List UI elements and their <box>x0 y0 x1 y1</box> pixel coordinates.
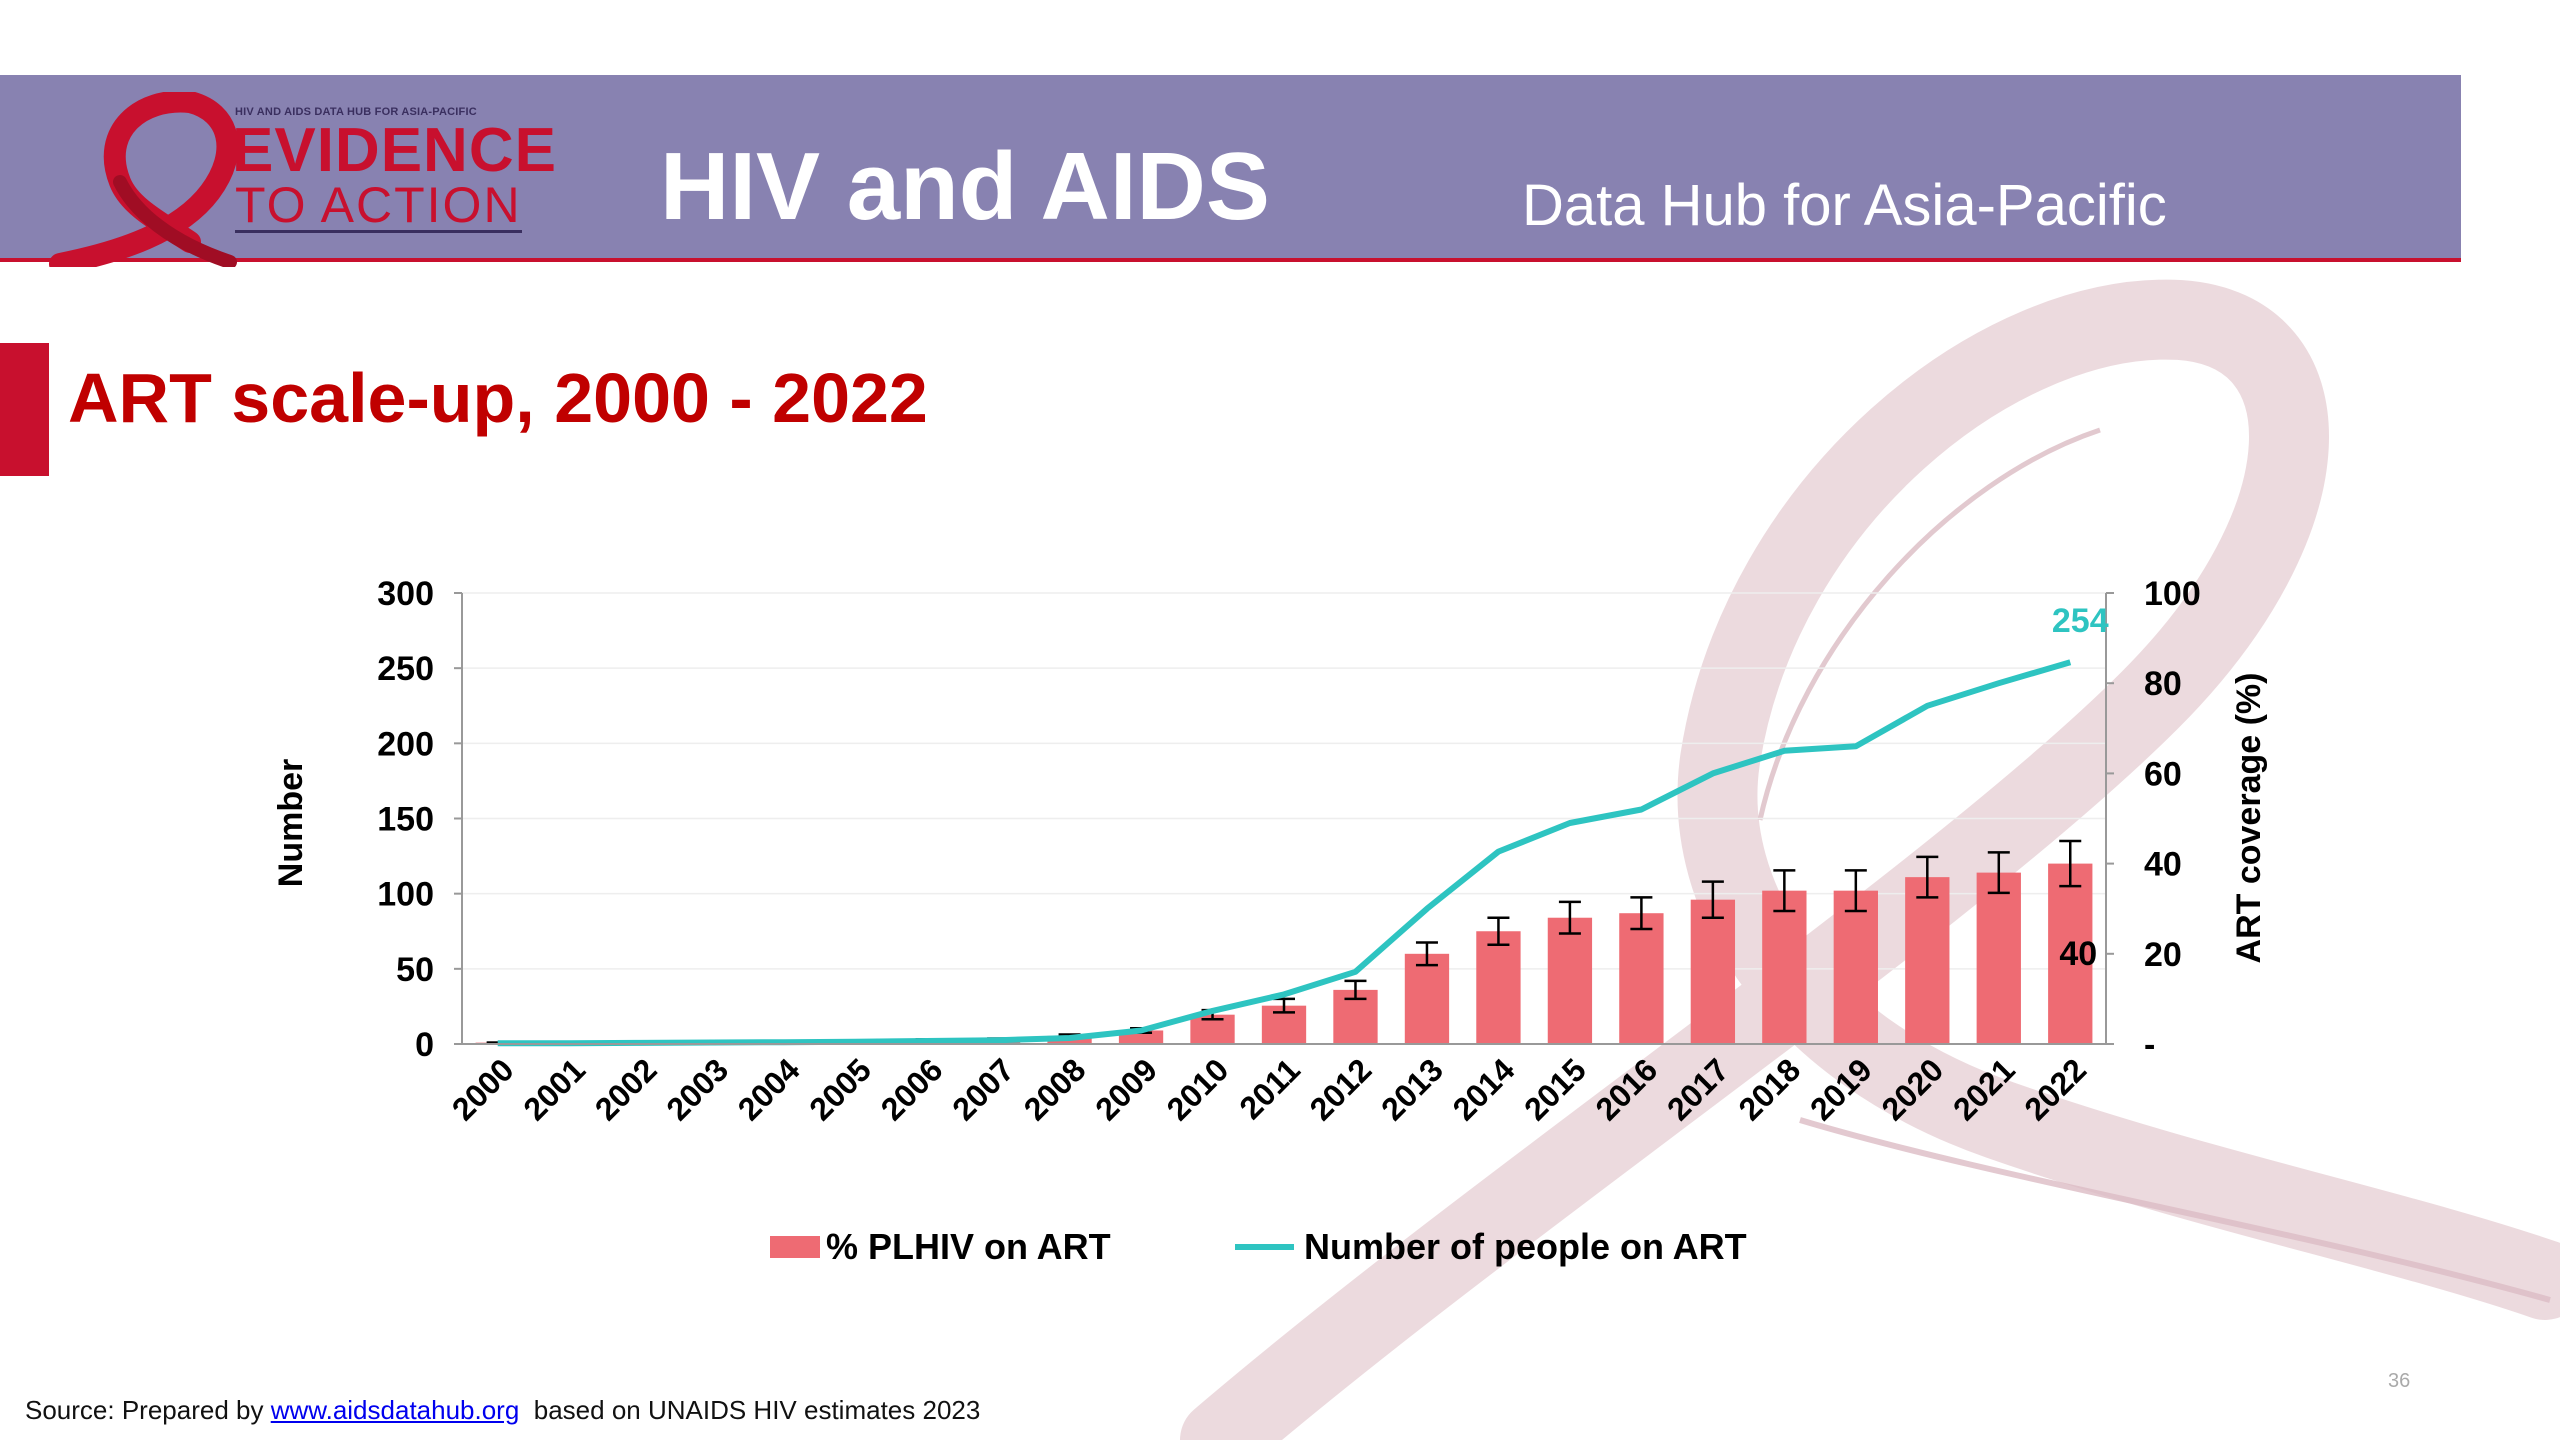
x-tick-label: 2013 <box>1374 1051 1450 1127</box>
y-right-tick-label: 40 <box>2144 846 2182 884</box>
y-left-tick-label: 0 <box>415 1026 434 1064</box>
x-tick-label: 2003 <box>659 1051 735 1127</box>
y-left-tick-label: 300 <box>377 575 434 613</box>
y-right-tick-label: 100 <box>2144 575 2201 613</box>
y-left-tick-label: 150 <box>377 801 434 839</box>
x-tick-label: 2012 <box>1303 1051 1379 1127</box>
bar-plhiv-on-art <box>1404 953 1450 1044</box>
number-on-art-line <box>497 659 2072 1047</box>
bar-plhiv-on-art <box>1476 931 1521 1044</box>
red-ribbon-logo-icon <box>49 92 239 267</box>
error-bar <box>1916 855 1939 899</box>
y-left-axis-label: Number <box>272 759 310 887</box>
x-tick-label: 2020 <box>1874 1051 1950 1127</box>
x-tick-label: 2008 <box>1017 1051 1093 1127</box>
bar-plhiv-on-art <box>1547 917 1593 1044</box>
error-bar <box>1987 851 2010 895</box>
logo-to-action-text: TO ACTION <box>235 177 522 233</box>
source-note: Source: Prepared by www.aidsdatahub.org … <box>25 1395 980 1426</box>
error-bar <box>1344 979 1367 1001</box>
bar-plhiv-on-art <box>1619 913 1664 1044</box>
y-left-tick-label: 200 <box>377 725 434 763</box>
x-tick-label: 2001 <box>516 1051 592 1127</box>
x-tick-label: 2009 <box>1088 1051 1164 1127</box>
line-last-value-label: 254 <box>2052 602 2109 640</box>
logo-tagline: HIV AND AIDS DATA HUB FOR ASIA-PACIFIC <box>235 106 477 118</box>
y-right-tick-label: - <box>2144 1026 2155 1064</box>
bar-plhiv-on-art <box>1833 890 1878 1044</box>
brand-title: HIV and AIDS <box>660 133 1270 240</box>
x-tick-label: 2005 <box>802 1051 878 1127</box>
y-right-tick-label: 20 <box>2144 936 2182 974</box>
bar-plhiv-on-art <box>1905 877 1950 1044</box>
error-bar <box>1844 869 1867 913</box>
x-tick-label: 2021 <box>1946 1051 2022 1127</box>
bar-last-value-label: 40 <box>2059 935 2097 973</box>
bar-plhiv-on-art <box>1690 899 1736 1044</box>
x-tick-label: 2017 <box>1660 1051 1736 1127</box>
x-tick-label: 2006 <box>874 1051 950 1127</box>
x-tick-label: 2019 <box>1803 1051 1879 1127</box>
error-bar <box>2059 839 2082 888</box>
x-tick-label: 2022 <box>2017 1051 2093 1127</box>
bar-plhiv-on-art <box>1762 890 1807 1044</box>
error-bar <box>1487 916 1510 947</box>
y-right-axis-label: ART coverage (%) <box>2230 673 2268 964</box>
source-link[interactable]: www.aidsdatahub.org <box>270 1395 520 1425</box>
x-tick-label: 2016 <box>1589 1051 1665 1127</box>
bar-plhiv-on-art <box>2048 863 2093 1044</box>
error-bar <box>1558 900 1581 935</box>
y-left-tick-label: 50 <box>396 951 434 989</box>
slide-title: ART scale-up, 2000 - 2022 <box>68 359 928 437</box>
x-tick-label: 2014 <box>1446 1051 1522 1127</box>
legend-label-bar: % PLHIV on ART <box>826 1226 1111 1267</box>
x-tick-label: 2018 <box>1732 1051 1808 1127</box>
title-accent-bar <box>0 343 49 476</box>
error-bar <box>1415 941 1438 967</box>
x-tick-label: 2002 <box>588 1051 664 1127</box>
logo-evidence-text: EVIDENCE <box>232 116 557 185</box>
error-bar <box>1701 880 1724 919</box>
bar-plhiv-on-art <box>1976 872 2021 1044</box>
y-left-tick-label: 250 <box>377 650 434 688</box>
legend-swatch-bar <box>770 1236 820 1258</box>
x-tick-label: 2015 <box>1517 1051 1593 1127</box>
x-tick-label: 2011 <box>1232 1051 1307 1126</box>
brand-subtitle: Data Hub for Asia-Pacific <box>1522 173 2167 238</box>
y-left-tick-label: 100 <box>377 876 434 914</box>
y-right-tick-label: 80 <box>2144 665 2182 703</box>
y-right-tick-label: 60 <box>2144 755 2182 793</box>
x-tick-label: 2000 <box>445 1051 521 1127</box>
source-prefix: Source: Prepared by <box>25 1395 271 1425</box>
x-tick-label: 2007 <box>945 1051 1021 1127</box>
source-suffix: based on UNAIDS HIV estimates 2023 <box>519 1395 981 1425</box>
x-tick-label: 2010 <box>1160 1051 1236 1127</box>
x-tick-label: 2004 <box>731 1051 807 1127</box>
legend-label-line: Number of people on ART <box>1304 1226 1747 1267</box>
error-bar <box>1773 869 1796 913</box>
error-bar <box>1630 896 1653 931</box>
page-number: 36 <box>2388 1370 2411 1392</box>
